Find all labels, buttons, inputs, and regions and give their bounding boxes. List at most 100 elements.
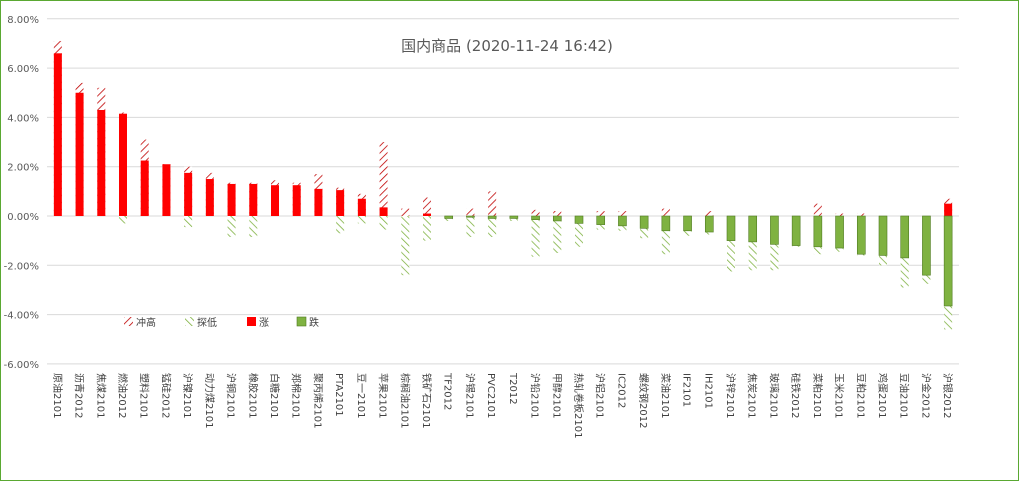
x-category-label: 菜粕2101 <box>811 373 824 418</box>
bar-low <box>575 216 583 247</box>
x-category-label: 热轧卷板2101 <box>572 373 585 438</box>
bar-down-outline <box>704 215 714 233</box>
chart-title: 国内商品 (2020-11-24 16:42) <box>401 37 613 55</box>
bar-down <box>466 216 475 218</box>
bar-up <box>97 110 106 216</box>
bar-low <box>727 216 735 272</box>
x-axis-category-labels: 原油2101 沥青2012 焦煤2101 燃油2012 塑料2101 锰硅2012 沪镍21… <box>51 372 954 438</box>
bar-low <box>488 216 497 237</box>
bar-down-outline <box>639 215 649 229</box>
bar-down-outline <box>900 215 910 259</box>
x-category-label: 沪锌2101 <box>724 373 737 418</box>
x-category-label: 沪锡2101 <box>463 373 476 418</box>
bar-up <box>271 185 279 216</box>
x-category-label: 玻璃2101 <box>767 373 780 418</box>
bar-down <box>813 216 822 247</box>
bar-down <box>922 216 931 276</box>
bar-up <box>205 179 214 216</box>
bar-down-outline <box>943 215 953 307</box>
bar-low <box>553 216 562 253</box>
bar-down-outline <box>531 215 540 220</box>
bar-down <box>683 216 692 231</box>
legend-label: 涨 <box>259 317 269 329</box>
x-category-label: 豆一2101 <box>355 373 367 418</box>
x-category-label: 聚丙烯2101 <box>311 373 324 428</box>
bar-down-outline <box>466 215 475 218</box>
x-category-label: PVC2101 <box>485 373 496 418</box>
bar-low <box>119 216 127 224</box>
bar-down-outline <box>444 215 454 219</box>
bar-high <box>813 203 822 216</box>
bar-down <box>770 216 779 245</box>
bar-up <box>944 203 953 216</box>
legend-swatch <box>296 316 307 327</box>
bar-high <box>596 211 605 216</box>
bar-up <box>249 183 258 216</box>
bar-high <box>553 211 562 216</box>
bar-down <box>596 216 605 225</box>
bar-up <box>357 198 366 216</box>
y-tick-label: 2.00% <box>7 163 39 174</box>
x-category-label: PTA2101 <box>333 373 344 417</box>
bar-high <box>618 211 627 216</box>
gridlines <box>47 18 959 365</box>
bar-down-outline <box>661 215 671 232</box>
bar-down <box>748 216 757 242</box>
bar-down <box>640 216 649 229</box>
bar-high <box>423 197 431 216</box>
bar-down-outline <box>748 215 758 243</box>
x-category-label: 郑棉2101 <box>290 373 303 418</box>
bar-low <box>357 216 366 224</box>
bar-down <box>835 216 844 249</box>
bar-down-outline <box>683 215 692 232</box>
x-category-label: 沥青2012 <box>73 373 86 418</box>
bar-down-outline <box>835 215 844 249</box>
x-category-label: 棕榈油2101 <box>398 373 411 428</box>
bar-down <box>857 216 866 255</box>
bar-down <box>727 216 735 241</box>
x-category-label: 玉米2101 <box>833 373 846 418</box>
bars <box>53 40 953 330</box>
legend-swatch <box>124 317 133 326</box>
bar-down <box>944 216 953 306</box>
bar-down-outline <box>856 215 866 255</box>
bar-high <box>488 191 497 216</box>
x-category-label: T2012 <box>507 372 518 405</box>
bar-up <box>314 188 323 216</box>
y-tick-label: 0.00% <box>7 212 39 223</box>
bar-down <box>444 216 453 219</box>
legend-swatch <box>185 317 194 326</box>
x-category-label: IF2101 <box>681 373 692 407</box>
bar-low <box>423 216 431 241</box>
bar-high <box>379 142 388 216</box>
bar-down-outline <box>878 215 888 256</box>
y-tick-label: 6.00% <box>7 64 39 75</box>
legend-label: 探低 <box>197 316 217 329</box>
bar-low <box>531 216 540 257</box>
bar-down-outline <box>552 215 562 222</box>
legend-label: 跌 <box>309 316 319 329</box>
bar-up <box>423 213 431 216</box>
x-category-label: 燃油2012 <box>116 373 129 418</box>
bar-up <box>119 113 127 216</box>
x-category-label: 沪金2012 <box>919 373 932 418</box>
y-tick-label: 8.00% <box>7 15 39 26</box>
bar-down-outline <box>726 215 736 241</box>
x-category-label: 沪铝2101 <box>594 373 607 418</box>
bar-down <box>900 216 909 258</box>
bar-high <box>401 208 410 216</box>
x-category-label: 菜油2101 <box>659 373 672 418</box>
bar-low <box>227 216 236 237</box>
y-axis-tick-labels: -6.00% -4.00% -2.00% 0.00% 2.00% 4.00% 6.00% 8.… <box>4 15 39 371</box>
bar-low <box>466 216 475 237</box>
x-category-label: IC2012 <box>615 373 626 408</box>
x-category-label: 沪银2012 <box>941 373 954 418</box>
bar-low <box>748 216 757 271</box>
bar-high <box>466 208 475 216</box>
x-category-label: IH2101 <box>702 373 713 409</box>
x-category-label: 原油2101 <box>51 373 64 418</box>
bar-low <box>184 216 193 228</box>
x-category-label: 沪铜2101 <box>225 373 238 418</box>
